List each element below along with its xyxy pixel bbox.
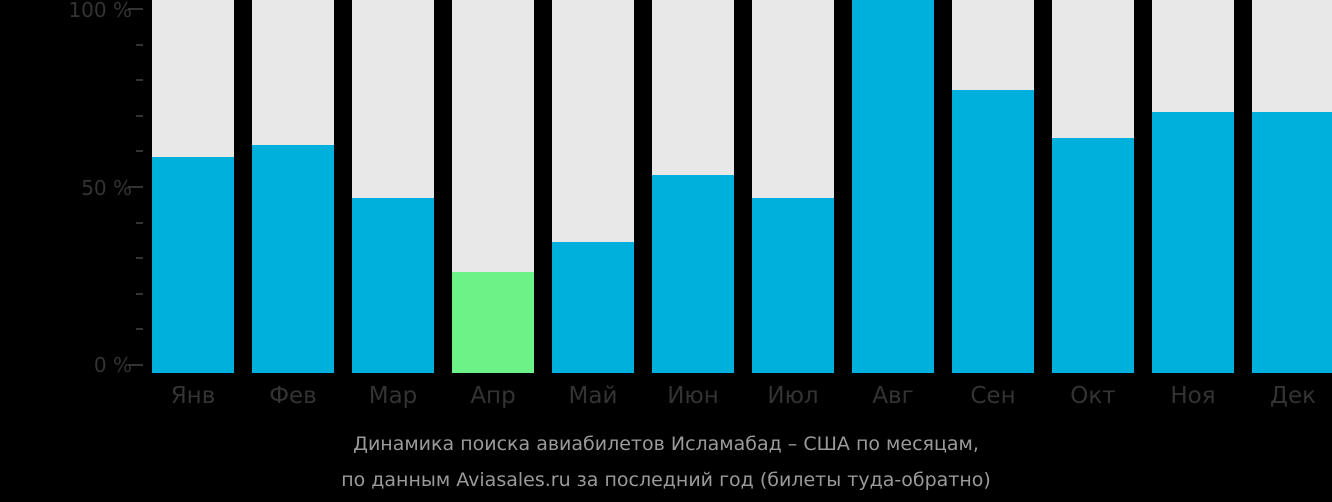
- bar-8: [952, 0, 1034, 373]
- major-tick: [128, 186, 143, 188]
- major-tick: [128, 8, 143, 10]
- bar-fill: [252, 145, 334, 373]
- x-axis-label: Фев: [269, 383, 317, 409]
- y-axis-label-50: 50 %: [81, 176, 132, 200]
- bar-5: [652, 0, 734, 373]
- bar-fill: [452, 272, 534, 373]
- x-axis-label: Ноя: [1170, 383, 1216, 409]
- x-axis-label: Май: [568, 383, 618, 409]
- bar-fill: [652, 175, 734, 373]
- x-axis-label: Янв: [170, 383, 216, 409]
- x-axis-label: Апр: [470, 383, 516, 409]
- bar-0: [152, 0, 234, 373]
- bar-6: [752, 0, 834, 373]
- minor-tick: [136, 43, 143, 46]
- x-axis-label: Мар: [368, 383, 418, 409]
- bar-fill: [1152, 111, 1234, 373]
- minor-tick: [136, 114, 143, 117]
- bar-3: [452, 0, 534, 373]
- major-tick: [128, 364, 143, 366]
- minor-tick: [136, 257, 143, 260]
- bar-fill: [152, 156, 234, 373]
- bar-fill: [1052, 138, 1134, 373]
- bar-fill: [552, 242, 634, 373]
- y-axis-label-0: 0 %: [93, 353, 132, 377]
- minor-tick: [136, 221, 143, 224]
- x-axis-label: Авг: [872, 383, 914, 409]
- bar-7: [852, 0, 934, 373]
- y-axis-label-100: 100 %: [68, 0, 132, 22]
- minor-tick: [136, 150, 143, 153]
- bar-fill: [952, 89, 1034, 373]
- bar-9: [1052, 0, 1134, 373]
- x-axis-label: Окт: [1070, 383, 1116, 409]
- bar-10: [1152, 0, 1234, 373]
- minor-tick: [136, 79, 143, 82]
- chart-caption-line1: Динамика поиска авиабилетов Исламабад – …: [353, 433, 979, 455]
- minor-tick: [136, 292, 143, 295]
- x-axis-label: Сен: [970, 383, 1016, 409]
- x-axis-label: Июл: [767, 383, 819, 409]
- bar-fill: [352, 197, 434, 373]
- bar-1: [252, 0, 334, 373]
- x-axis-label: Дек: [1269, 383, 1316, 409]
- minor-tick: [136, 328, 143, 331]
- bar-fill: [1252, 111, 1332, 373]
- bar-4: [552, 0, 634, 373]
- bar-fill: [852, 0, 934, 373]
- bar-fill: [752, 197, 834, 373]
- bar-11: [1252, 0, 1332, 373]
- chart-caption-line2: по данным Aviasales.ru за последний год …: [341, 469, 991, 491]
- x-axis-label: Июн: [667, 383, 719, 409]
- bar-2: [352, 0, 434, 373]
